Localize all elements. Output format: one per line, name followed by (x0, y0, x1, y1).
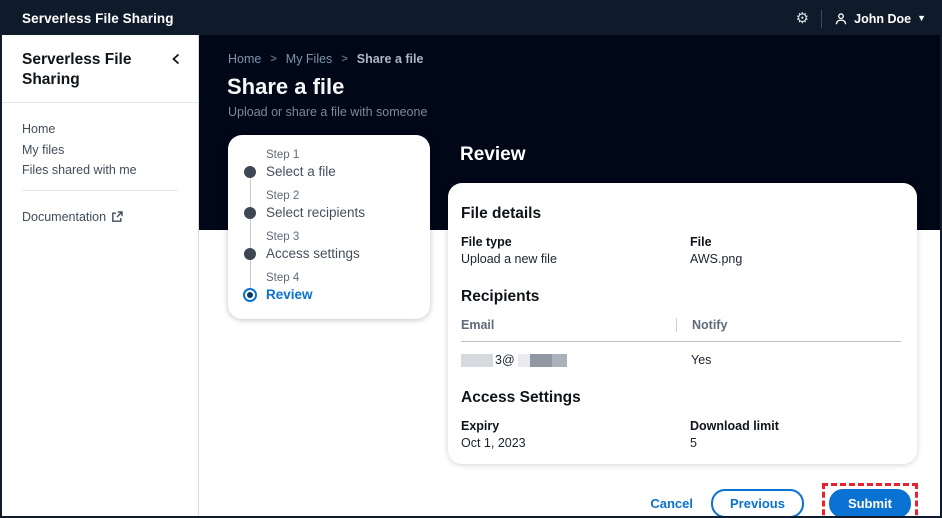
redaction-block (517, 353, 530, 367)
external-link-icon (111, 211, 123, 223)
redaction-block (461, 353, 493, 367)
access-settings-heading: Access Settings (461, 389, 581, 406)
expiry-label: Expiry (461, 419, 500, 433)
step-number: Step 2 (266, 190, 300, 202)
sidebar-item-home[interactable]: Home (22, 122, 56, 137)
download-limit-value: 5 (690, 436, 697, 450)
breadcrumb-current: Share a file (356, 52, 424, 66)
wizard-step-1[interactable]: Step 1 Select a file (244, 149, 414, 179)
user-icon (834, 12, 848, 26)
top-navigation-bar: Serverless File Sharing ⚙ John Doe ▼ (2, 2, 940, 35)
email-visible-text: 3@ (495, 353, 515, 367)
app-title: Serverless File Sharing (22, 11, 174, 26)
step-title: Review (266, 287, 313, 302)
sidebar-nav: Home My files Files shared with me (2, 103, 198, 191)
sidebar-header: Serverless File Sharing (2, 35, 198, 102)
file-details-heading: File details (461, 205, 542, 222)
step-dot-icon (244, 165, 256, 178)
step-number: Step 3 (266, 231, 300, 243)
topbar-divider (821, 9, 823, 28)
file-value: AWS.png (690, 252, 743, 266)
file-details-grid: File type Upload a new file File AWS.png (461, 235, 901, 266)
step-title: Select a file (266, 164, 336, 179)
notify-column-header: Notify (676, 318, 901, 332)
step-number: Step 1 (266, 149, 300, 161)
sidebar-item-files-shared-with-me[interactable]: Files shared with me (22, 163, 137, 178)
review-summary-card: File details File type Upload a new file… (448, 183, 917, 464)
annotation-highlight-box: Submit (821, 483, 918, 516)
sidebar-item-documentation[interactable]: Documentation (22, 210, 123, 224)
redaction-block (529, 353, 552, 367)
collapse-chevron-icon[interactable] (168, 50, 184, 68)
cancel-button[interactable]: Cancel (650, 496, 694, 511)
sidebar-divider (2, 102, 198, 104)
submit-button[interactable]: Submit (828, 489, 911, 516)
previous-button[interactable]: Previous (711, 489, 804, 516)
sidebar-item-my-files[interactable]: My files (22, 142, 65, 157)
download-limit-label: Download limit (690, 419, 779, 433)
sidebar-nav-divider (22, 189, 178, 191)
side-navigation: Serverless File Sharing Home My files Fi… (2, 35, 199, 516)
user-name: John Doe (854, 11, 912, 26)
redaction-block (551, 353, 567, 367)
recipient-email-redacted: 3@ (461, 353, 676, 367)
breadcrumb: Home > My Files > Share a file (228, 52, 423, 66)
step-number: Step 4 (266, 272, 300, 284)
sidebar-title-link[interactable]: Serverless File Sharing (22, 51, 132, 89)
file-type-value: Upload a new file (461, 252, 557, 266)
wizard-actions: Cancel Previous Submit (650, 483, 918, 516)
recipient-notify-value: Yes (691, 353, 712, 367)
step-connector-line (249, 173, 251, 288)
chevron-right-icon: > (341, 53, 348, 65)
recipients-table-header: Email Notify (461, 318, 901, 342)
wizard-steps-panel: Step 1 Select a file Step 2 Select recip… (228, 135, 430, 319)
breadcrumb-my-files[interactable]: My Files (285, 52, 333, 66)
step-title: Access settings (266, 246, 360, 261)
access-settings-grid: Expiry Oct 1, 2023 Download limit 5 (461, 419, 901, 450)
user-menu[interactable]: John Doe ▼ (834, 12, 926, 26)
review-heading: Review (460, 144, 526, 165)
step-dot-icon (244, 247, 256, 260)
chevron-right-icon: > (270, 53, 277, 65)
breadcrumb-home[interactable]: Home (228, 52, 262, 66)
recipient-table-row: 3@ Yes (461, 342, 901, 367)
file-type-label: File type (461, 235, 512, 249)
content-area: Serverless File Sharing Home My files Fi… (2, 35, 940, 516)
expiry-value: Oct 1, 2023 (461, 436, 526, 450)
settings-gear-icon[interactable]: ⚙ (795, 10, 810, 27)
caret-down-icon: ▼ (917, 13, 926, 23)
file-label: File (690, 235, 712, 249)
wizard-step-2[interactable]: Step 2 Select recipients (244, 190, 414, 220)
page-title: Share a file (227, 74, 345, 99)
email-column-header: Email (461, 318, 495, 332)
main-panel: Home > My Files > Share a file Share a f… (199, 35, 940, 516)
wizard-step-4-active[interactable]: Step 4 Review (243, 272, 414, 302)
recipients-heading: Recipients (461, 288, 540, 305)
documentation-label: Documentation (22, 209, 107, 224)
step-active-radio-icon (243, 287, 257, 302)
step-title: Select recipients (266, 205, 366, 220)
wizard-step-3[interactable]: Step 3 Access settings (244, 231, 414, 261)
step-dot-icon (244, 206, 256, 219)
page-subtitle: Upload or share a file with someone (228, 105, 428, 119)
topbar-utilities: ⚙ John Doe ▼ (795, 9, 926, 28)
